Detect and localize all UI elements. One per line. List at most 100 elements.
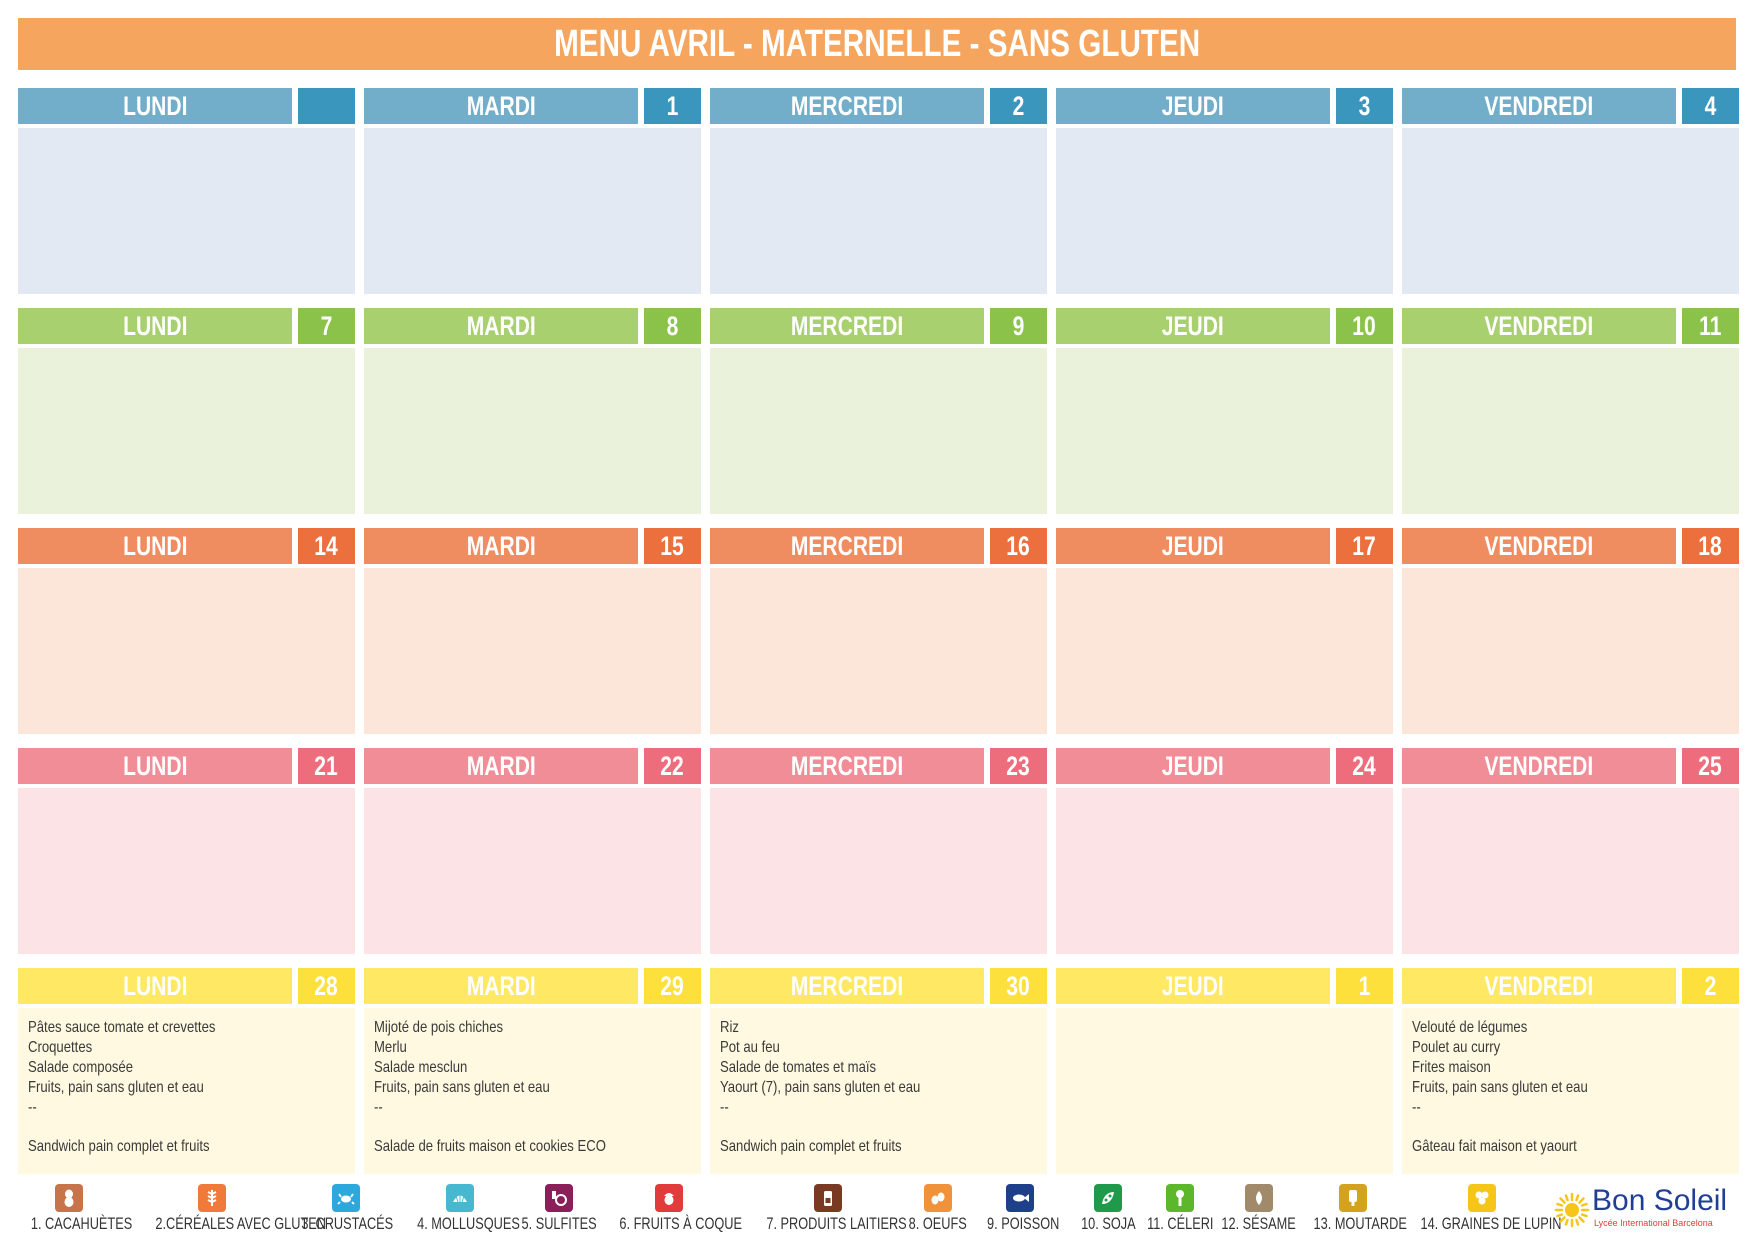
page-title: MENU AVRIL - MATERNELLE - SANS GLUTEN xyxy=(18,18,1736,70)
legend-label-text: 4. MOLLUSQUES xyxy=(417,1214,520,1233)
day-header: VENDREDI 18 xyxy=(1402,528,1739,564)
day-number-text: 3 xyxy=(1358,91,1371,121)
menu-line: Velouté de légumes xyxy=(1412,1019,1528,1036)
fish-icon xyxy=(1006,1184,1034,1212)
legend-label: 4. MOLLUSQUES xyxy=(400,1214,520,1234)
day-number: 2 xyxy=(1682,968,1739,1004)
day-number-text: 24 xyxy=(1352,751,1377,781)
logo-subtitle: Lycée International Barcelona xyxy=(1594,1218,1713,1228)
day-number-text: 17 xyxy=(1352,531,1377,561)
day-name-text: MERCREDI xyxy=(790,311,904,341)
day-cell: MARDI 29 Mijoté de pois chiches Merlu Salade… xyxy=(364,968,701,1174)
day-number-text: 8 xyxy=(666,311,679,341)
legend-label: 9. POISSON xyxy=(975,1214,1065,1234)
menu-line: Poulet au curry xyxy=(1412,1039,1501,1056)
day-cell: JEUDI 3 xyxy=(1056,88,1393,294)
day-cell: MERCREDI 9 xyxy=(710,308,1047,514)
day-number-text: 4 xyxy=(1704,91,1717,121)
menu-line: Yaourt (7), pain sans gluten et eau xyxy=(720,1079,921,1096)
day-number: 25 xyxy=(1682,748,1739,784)
menu-box xyxy=(18,568,355,734)
week-row: LUNDI 21 MARDI 22 MERCREDI 23 JEUDI 24 VENDREDI 2… xyxy=(18,748,1739,954)
menu-line: Salade de fruits maison et cookies ECO xyxy=(374,1138,606,1155)
menu-line: -- xyxy=(374,1099,383,1116)
menu-box xyxy=(1056,568,1393,734)
day-name-text: VENDREDI xyxy=(1484,531,1594,561)
day-header: JEUDI 1 xyxy=(1056,968,1393,1004)
day-header: MERCREDI 2 xyxy=(710,88,1047,124)
legend-label: 14. GRAINES DE LUPIN xyxy=(1397,1214,1567,1234)
day-header: JEUDI 3 xyxy=(1056,88,1393,124)
legend-label: 8. OEUFS xyxy=(898,1214,978,1234)
day-header: MARDI 8 xyxy=(364,308,701,344)
day-number: 2 xyxy=(990,88,1047,124)
day-number-text: 7 xyxy=(320,311,333,341)
menu-line xyxy=(374,1118,691,1137)
day-number-text: 11 xyxy=(1699,311,1722,341)
day-header: MERCREDI 30 xyxy=(710,968,1047,1004)
day-header: MARDI 15 xyxy=(364,528,701,564)
day-name: MERCREDI xyxy=(710,748,984,784)
day-number: 18 xyxy=(1682,528,1739,564)
day-number: 1 xyxy=(1336,968,1393,1004)
day-name: JEUDI xyxy=(1056,308,1330,344)
day-cell: MERCREDI 30 Riz Pot au feu Salade de tomates… xyxy=(710,968,1047,1174)
day-name: JEUDI xyxy=(1056,748,1330,784)
menu-box xyxy=(710,348,1047,514)
page-title-text: MENU AVRIL - MATERNELLE - SANS GLUTEN xyxy=(553,23,1201,65)
day-number-text: 21 xyxy=(314,751,339,781)
day-number-text: 10 xyxy=(1352,311,1377,341)
menu-line: -- xyxy=(28,1099,37,1116)
day-header: MARDI 22 xyxy=(364,748,701,784)
legend-label: 5. SULFITES xyxy=(509,1214,609,1234)
legend-label-text: 10. SOJA xyxy=(1080,1214,1136,1233)
day-header: LUNDI 21 xyxy=(18,748,355,784)
menu-line: Croquettes xyxy=(28,1039,93,1056)
menu-box xyxy=(18,128,355,294)
day-cell: JEUDI 17 xyxy=(1056,528,1393,734)
legend-label: 7. PRODUITS LAITIERS xyxy=(743,1214,913,1234)
day-header: JEUDI 24 xyxy=(1056,748,1393,784)
day-number-text: 14 xyxy=(314,531,339,561)
day-header: LUNDI 14 xyxy=(18,528,355,564)
day-name-text: JEUDI xyxy=(1161,311,1225,341)
day-number-text: 30 xyxy=(1006,971,1031,1001)
menu-line: Fruits, pain sans gluten et eau xyxy=(1412,1079,1588,1096)
day-number: 4 xyxy=(1682,88,1739,124)
legend-label: 3. CRUSTACÉS xyxy=(286,1214,406,1234)
legend-label: 12. SÉSAME xyxy=(1209,1214,1309,1234)
menu-box xyxy=(1402,788,1739,954)
menu-line: Pâtes sauce tomate et crevettes xyxy=(28,1019,216,1036)
menu-box xyxy=(364,788,701,954)
day-name: JEUDI xyxy=(1056,528,1330,564)
nut-icon xyxy=(655,1184,683,1212)
menu-box xyxy=(1402,568,1739,734)
legend-label-text: 14. GRAINES DE LUPIN xyxy=(1420,1214,1562,1233)
day-number-text: 23 xyxy=(1006,751,1031,781)
day-name: MARDI xyxy=(364,528,638,564)
menu-box xyxy=(364,348,701,514)
day-name: MERCREDI xyxy=(710,968,984,1004)
legend-item: 2.CÉRÉALES AVEC GLUTEN xyxy=(127,1180,326,1236)
menu-box xyxy=(1056,348,1393,514)
legend-item: 4. MOLLUSQUES xyxy=(400,1180,520,1236)
lupin-icon xyxy=(1468,1184,1496,1212)
menu-box xyxy=(710,568,1047,734)
day-header: VENDREDI 4 xyxy=(1402,88,1739,124)
legend-label-text: 5. SULFITES xyxy=(521,1214,597,1233)
day-number: 1 xyxy=(644,88,701,124)
day-cell: JEUDI 10 xyxy=(1056,308,1393,514)
day-number: 28 xyxy=(298,968,355,1004)
day-header: VENDREDI 25 xyxy=(1402,748,1739,784)
menu-line: -- xyxy=(720,1099,729,1116)
legend-item: 9. POISSON xyxy=(975,1180,1065,1236)
menu-line: Salade mesclun xyxy=(374,1059,468,1076)
menu-box xyxy=(710,128,1047,294)
menu-line xyxy=(28,1118,345,1137)
menu-box xyxy=(18,788,355,954)
legend-item: 6. FRUITS À COQUE xyxy=(599,1180,742,1236)
day-header: JEUDI 10 xyxy=(1056,308,1393,344)
menu-line: Frites maison xyxy=(1412,1059,1491,1076)
peanut-icon xyxy=(55,1184,83,1212)
day-name-text: JEUDI xyxy=(1161,971,1225,1001)
